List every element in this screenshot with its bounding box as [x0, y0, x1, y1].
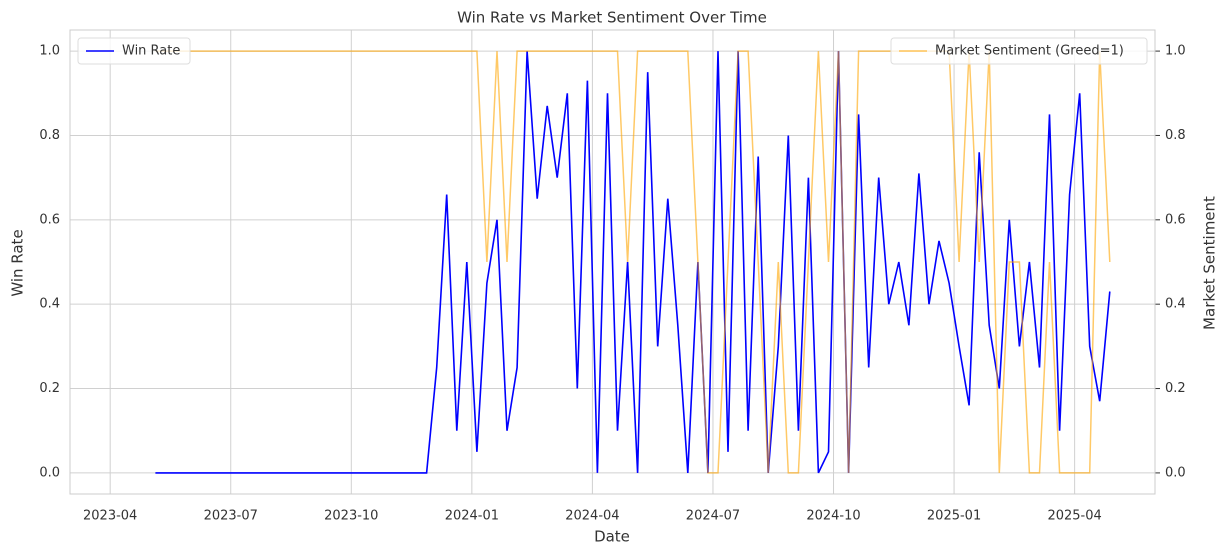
legend-label: Win Rate	[122, 44, 180, 59]
y2-tick-label: 0.8	[1165, 128, 1186, 143]
series-line	[155, 50, 1111, 474]
x-tick-label: 2024-10	[806, 509, 860, 524]
y-tick-label: 0.0	[39, 465, 60, 480]
y2-tick-label: 0.6	[1165, 212, 1186, 227]
x-tick-label: 2025-01	[927, 509, 981, 524]
y-tick-label: 1.0	[39, 44, 60, 59]
x-tick-label: 2024-07	[686, 509, 740, 524]
x-tick-label: 2024-01	[445, 509, 499, 524]
y2-tick-label: 1.0	[1165, 44, 1186, 59]
legend-box	[77, 37, 191, 65]
chart-title: Win Rate vs Market Sentiment Over Time	[457, 9, 767, 27]
y2-tick-label: 0.4	[1165, 297, 1186, 312]
x-axis-label: Date	[594, 528, 630, 546]
y-tick-label: 0.8	[39, 128, 60, 143]
x-tick-label: 2024-04	[565, 509, 619, 524]
plot-frame	[69, 29, 1156, 495]
legend-label: Market Sentiment (Greed=1)	[935, 44, 1124, 59]
x-tick-label: 2023-04	[83, 509, 137, 524]
x-tick-label: 2023-07	[204, 509, 258, 524]
legend-box	[890, 37, 1148, 65]
y-tick-label: 0.6	[39, 212, 60, 227]
y-axis-label: Win Rate	[9, 229, 27, 296]
x-tick-label: 2023-10	[324, 509, 378, 524]
y2-tick-label: 0.0	[1165, 465, 1186, 480]
y-tick-label: 0.2	[39, 381, 60, 396]
y2-axis-label: Market Sentiment	[1201, 196, 1219, 330]
series-line	[155, 51, 1111, 474]
x-tick-label: 2025-04	[1047, 509, 1101, 524]
y2-tick-label: 0.2	[1165, 381, 1186, 396]
y-tick-label: 0.4	[39, 297, 60, 312]
